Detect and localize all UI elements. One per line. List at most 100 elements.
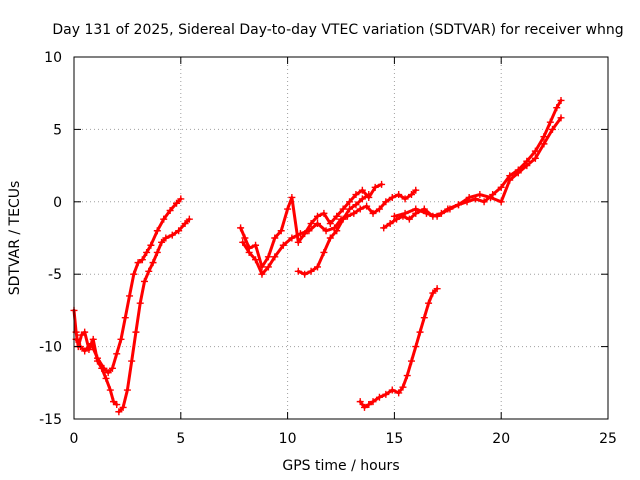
plot-frame xyxy=(73,56,609,420)
data-point xyxy=(425,299,433,307)
x-tick-label: 20 xyxy=(492,431,510,447)
data-point xyxy=(168,231,176,239)
data-point xyxy=(136,299,144,307)
chart-title: Day 131 of 2025, Sidereal Day-to-day VTE… xyxy=(52,22,623,38)
data-point xyxy=(93,354,101,362)
series-line xyxy=(392,116,563,218)
data-point xyxy=(128,357,136,365)
data-point xyxy=(333,227,341,235)
data-point xyxy=(531,147,539,155)
series-arc-5 xyxy=(239,186,420,278)
data-point xyxy=(245,248,253,256)
data-point xyxy=(356,205,364,213)
data-point xyxy=(365,191,373,199)
data-point xyxy=(305,227,313,235)
data-point xyxy=(375,393,383,401)
data-point xyxy=(388,386,396,394)
data-point xyxy=(333,212,341,220)
data-point xyxy=(102,374,110,382)
data-point xyxy=(162,234,170,242)
data-point xyxy=(81,347,89,355)
data-point xyxy=(548,125,556,133)
data-point xyxy=(134,259,142,267)
data-point xyxy=(326,220,334,228)
data-point xyxy=(363,202,371,210)
data-point xyxy=(465,193,473,201)
data-point xyxy=(339,215,347,223)
data-point xyxy=(288,193,296,201)
x-tick-label: 25 xyxy=(599,431,617,447)
data-point xyxy=(350,209,358,217)
data-point xyxy=(166,206,174,214)
data-point xyxy=(140,277,148,285)
data-point xyxy=(113,350,121,358)
data-point xyxy=(106,386,114,394)
data-point xyxy=(557,114,565,122)
data-point xyxy=(433,285,441,293)
data-point xyxy=(119,403,127,411)
data-point xyxy=(487,193,495,201)
data-point xyxy=(401,209,409,217)
data-point xyxy=(352,201,360,209)
data-point xyxy=(412,205,420,213)
data-point xyxy=(271,253,279,261)
data-point xyxy=(89,335,97,343)
data-point xyxy=(553,104,561,112)
data-point xyxy=(433,212,441,220)
data-point xyxy=(360,403,368,411)
data-point xyxy=(557,96,565,104)
y-tick-label: 5 xyxy=(53,122,62,138)
series-line xyxy=(74,197,183,375)
data-point xyxy=(301,270,309,278)
data-point xyxy=(130,270,138,278)
data-point xyxy=(121,314,129,322)
y-tick-label: -10 xyxy=(39,340,62,356)
data-point xyxy=(320,209,328,217)
data-point xyxy=(476,191,484,199)
data-point xyxy=(497,183,505,191)
data-point xyxy=(264,263,272,271)
data-point xyxy=(314,263,322,271)
data-point xyxy=(160,215,168,223)
data-point xyxy=(115,408,123,416)
data-point xyxy=(407,191,415,199)
data-point xyxy=(382,390,390,398)
series-arc-3 xyxy=(115,215,193,416)
data-point xyxy=(356,398,364,406)
data-point xyxy=(288,234,296,242)
series-arc-9 xyxy=(356,285,441,411)
data-point xyxy=(369,209,377,217)
data-point xyxy=(514,169,522,177)
series-line xyxy=(296,193,371,276)
data-point xyxy=(158,238,166,246)
data-point xyxy=(100,364,108,372)
data-point xyxy=(153,227,161,235)
data-point xyxy=(382,198,390,206)
data-point xyxy=(395,389,403,397)
data-point xyxy=(407,357,415,365)
data-point xyxy=(149,259,157,267)
data-point xyxy=(173,199,181,207)
data-point xyxy=(531,154,539,162)
data-point xyxy=(390,212,398,220)
data-point xyxy=(540,140,548,148)
y-tick-label: -5 xyxy=(48,267,62,283)
data-point xyxy=(326,234,334,242)
data-point xyxy=(388,193,396,201)
data-point xyxy=(506,176,514,184)
series-line xyxy=(117,217,191,414)
series-arc-1 xyxy=(70,306,121,409)
data-point xyxy=(371,183,379,191)
x-tick-labels: 0 5 10 15 20 25 xyxy=(70,431,617,447)
data-point xyxy=(320,248,328,256)
data-point xyxy=(175,227,183,235)
data-point xyxy=(412,343,420,351)
data-point xyxy=(386,220,394,228)
data-point xyxy=(403,372,411,380)
data-point xyxy=(237,224,245,232)
data-point xyxy=(147,241,155,249)
data-point xyxy=(279,241,287,249)
data-point xyxy=(497,198,505,206)
data-point xyxy=(346,198,354,206)
y-tick-label: 0 xyxy=(53,195,62,211)
